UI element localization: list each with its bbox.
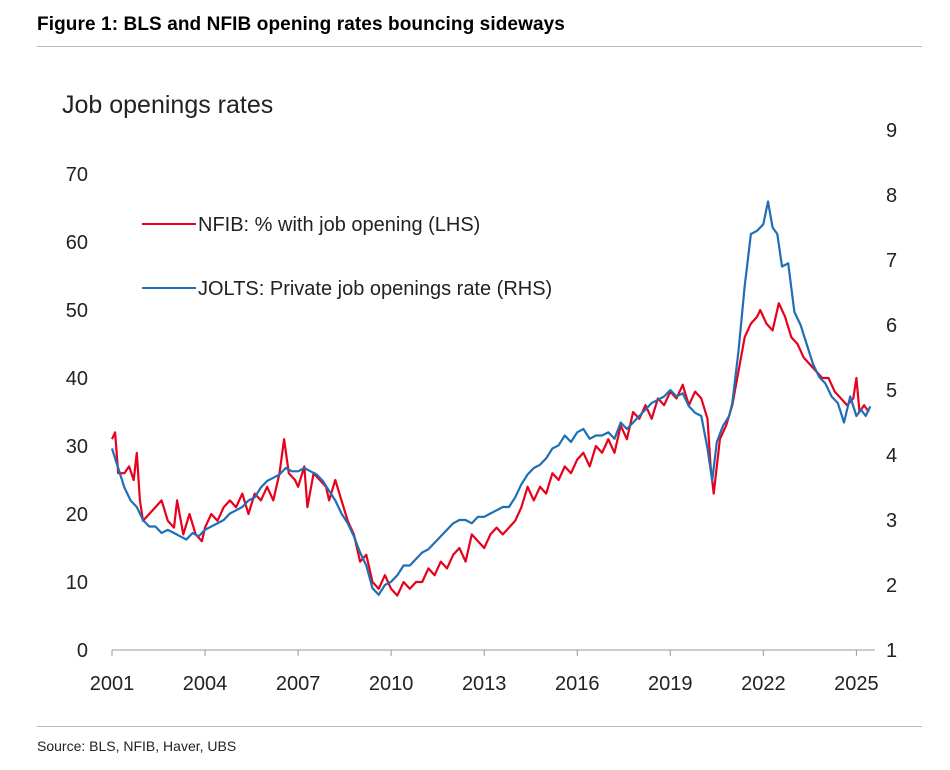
left-tick-label: 60 [66,232,88,254]
x-tick-label: 2010 [369,673,414,695]
right-tick-label: 1 [886,640,897,662]
bottom-rule [37,726,922,727]
legend-nfib-label: NFIB: % with job opening (LHS) [198,214,480,236]
left-tick-label: 50 [66,300,88,322]
right-tick-label: 9 [886,120,897,142]
x-tick-label: 2007 [276,673,321,695]
left-tick-label: 10 [66,572,88,594]
chart-title: Job openings rates [62,91,273,119]
top-rule [37,46,922,47]
x-axis-ticks: 2001 2004 2007 2010 2013 2016 2019 2022 2025 [90,650,879,695]
source-note: Source: BLS, NFIB, Haver, UBS [37,738,237,754]
right-axis-ticks: 1 2 3 4 5 6 7 8 9 [886,120,897,662]
jolts-series-line [110,200,872,596]
line-chart: Job openings rates 0 10 20 30 40 50 60 70 1 2 3 4 5… [62,91,897,695]
x-tick-label: 2016 [555,673,600,695]
x-tick-label: 2001 [90,673,135,695]
left-axis-ticks: 0 10 20 30 40 50 60 70 [66,164,88,662]
left-tick-label: 0 [77,640,88,662]
nfib-series-line [110,302,870,597]
left-tick-label: 40 [66,368,88,390]
left-tick-label: 70 [66,164,88,186]
x-tick-label: 2025 [834,673,879,695]
right-tick-label: 3 [886,510,897,532]
right-tick-label: 2 [886,575,897,597]
x-tick-label: 2004 [183,673,228,695]
right-tick-label: 7 [886,250,897,272]
right-tick-label: 4 [886,445,897,467]
right-tick-label: 6 [886,315,897,337]
x-tick-label: 2013 [462,673,507,695]
legend-jolts-label: JOLTS: Private job openings rate (RHS) [198,278,552,300]
series-lines [110,200,872,597]
legend: NFIB: % with job opening (LHS) JOLTS: Pr… [142,214,552,300]
left-tick-label: 30 [66,436,88,458]
left-tick-label: 20 [66,504,88,526]
right-tick-label: 8 [886,185,897,207]
x-tick-label: 2022 [741,673,786,695]
figure-title: Figure 1: BLS and NFIB opening rates bou… [37,14,565,35]
x-tick-label: 2019 [648,673,693,695]
right-tick-label: 5 [886,380,897,402]
